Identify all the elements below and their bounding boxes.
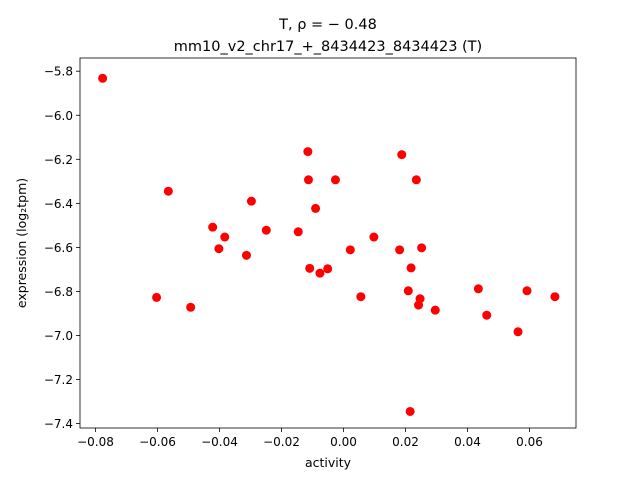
data-point — [482, 310, 492, 320]
x-tick-label: −0.02 — [263, 435, 300, 449]
data-point — [473, 284, 483, 294]
data-point — [405, 406, 415, 416]
data-point — [415, 294, 425, 304]
data-point — [293, 227, 303, 237]
data-point — [303, 175, 313, 185]
data-point — [261, 225, 271, 235]
data-point — [369, 232, 379, 242]
plot-area-frame — [79, 57, 577, 429]
x-tick-label: 0.06 — [516, 435, 543, 449]
data-point — [356, 292, 366, 302]
chart-title-line2: mm10_v2_chr17_+_8434423_8434423 (T) — [174, 39, 482, 55]
x-axis-ticks: −0.08 −0.06 −0.04 −0.02 0.00 0.02 0.04 0.06 — [77, 428, 543, 449]
chart-title-line1: T, ρ = − 0.48 — [278, 17, 377, 33]
data-point — [208, 222, 218, 232]
data-point — [513, 327, 523, 337]
y-tick-label: −7.2 — [44, 373, 73, 387]
data-point — [430, 305, 440, 315]
data-point — [311, 203, 321, 213]
data-point — [303, 147, 313, 157]
data-point — [305, 263, 315, 273]
data-point — [345, 245, 355, 255]
x-tick-label: −0.06 — [139, 435, 176, 449]
data-points — [98, 73, 560, 416]
data-point — [522, 286, 532, 296]
y-tick-label: −7.0 — [44, 329, 73, 343]
y-tick-label: −6.4 — [44, 197, 73, 211]
x-axis-label: activity — [305, 455, 352, 470]
data-point — [323, 264, 333, 274]
data-point — [186, 302, 196, 312]
y-tick-label: −7.4 — [44, 417, 73, 431]
data-point — [163, 186, 173, 196]
data-point — [395, 245, 405, 255]
x-tick-label: −0.04 — [201, 435, 238, 449]
data-point — [98, 73, 108, 83]
y-tick-label: −5.8 — [44, 65, 73, 79]
x-tick-label: 0.00 — [330, 435, 357, 449]
x-tick-label: 0.02 — [392, 435, 419, 449]
data-point — [246, 196, 256, 206]
data-point — [406, 263, 416, 273]
data-point — [411, 175, 421, 185]
data-point — [330, 175, 340, 185]
data-point — [397, 150, 407, 160]
data-point — [214, 244, 224, 254]
x-tick-label: 0.04 — [454, 435, 481, 449]
y-tick-label: −6.6 — [44, 241, 73, 255]
y-tick-label: −6.8 — [44, 285, 73, 299]
data-point — [550, 292, 560, 302]
data-point — [241, 250, 251, 260]
data-point — [315, 268, 325, 278]
y-axis-ticks: −7.4 −7.2 −7.0 −6.8 −6.6 −6.4 −6.2 −6.0 −5.8 — [44, 65, 80, 431]
y-tick-label: −6.0 — [44, 109, 73, 123]
data-point — [220, 232, 230, 242]
x-tick-label: −0.08 — [77, 435, 114, 449]
data-point — [403, 286, 413, 296]
y-axis-label: expression (log₂tpm) — [14, 178, 29, 308]
data-point — [152, 292, 162, 302]
data-point — [417, 243, 427, 253]
y-tick-label: −6.2 — [44, 153, 73, 167]
